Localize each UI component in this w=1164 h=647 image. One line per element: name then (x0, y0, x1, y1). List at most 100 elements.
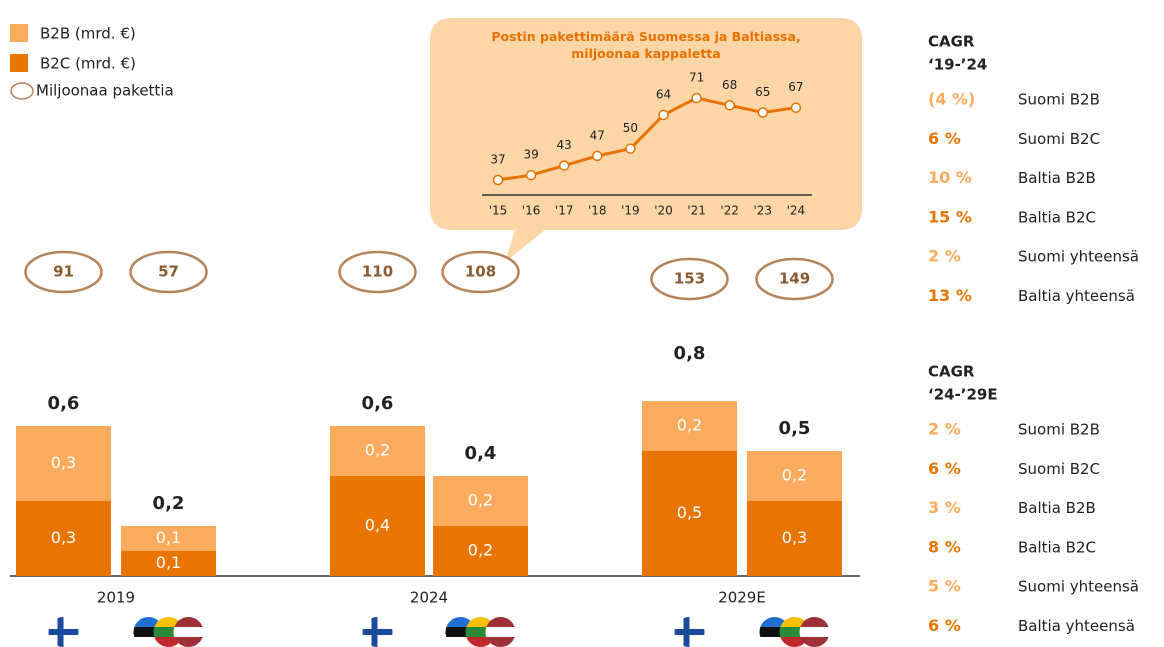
x-tick-label: '22 (720, 204, 739, 218)
flag-stripe (759, 637, 790, 647)
flag-cross (371, 617, 378, 647)
cagr-label: Baltia B2B (1018, 169, 1096, 187)
flag-stripe (759, 617, 790, 627)
segment-label: 0,5 (677, 503, 702, 522)
flag-stripe (799, 617, 830, 627)
point-label: 65 (755, 85, 770, 99)
group-label: 2019 (97, 589, 135, 607)
flag-stripe (445, 617, 476, 627)
cagr-label: Suomi yhteensä (1018, 248, 1139, 266)
legend-swatch (10, 24, 28, 42)
package-label: 110 (362, 263, 393, 281)
package-ellipse (338, 250, 417, 294)
point-label: 50 (623, 121, 638, 135)
point (691, 92, 702, 104)
point-label: 43 (557, 138, 572, 152)
x-tick-label: '23 (754, 204, 773, 218)
cagr-label: Baltia B2B (1018, 499, 1096, 517)
segment-label: 0,3 (782, 528, 807, 547)
flag-stripe (465, 637, 496, 647)
flag-cross (683, 617, 690, 647)
point-label: 67 (788, 80, 803, 94)
package-label: 149 (779, 270, 810, 288)
bar-segment (16, 426, 111, 501)
point-label: 37 (490, 153, 505, 167)
cagr-value: 2 % (928, 420, 961, 439)
point-label: 47 (590, 128, 605, 142)
flag-stripe (173, 627, 204, 637)
point (757, 107, 769, 118)
flag-stripe (153, 627, 184, 637)
segment-label: 0,1 (156, 528, 181, 547)
point (592, 150, 603, 162)
line (497, 96, 797, 182)
flag-stripe (445, 637, 476, 647)
flag-baltic (759, 617, 790, 647)
legend-label: Miljoonaa pakettia (36, 82, 174, 100)
bar-segment (747, 451, 842, 501)
package-ellipse (650, 257, 729, 301)
flag-stripe (153, 637, 184, 647)
inset-bubble (430, 18, 862, 262)
flag-baltic (133, 617, 164, 647)
flag-stripe (485, 627, 516, 637)
point (525, 169, 537, 181)
segment-label: 0,2 (782, 466, 807, 485)
group-label: 2029E (718, 589, 766, 607)
cagr-value: 10 % (928, 168, 972, 187)
flag-stripe (173, 637, 204, 647)
flag-stripe (759, 627, 790, 637)
flag-stripe (485, 617, 516, 627)
point (492, 174, 504, 186)
x-tick-label: '19 (621, 204, 640, 218)
bar-segment (433, 526, 528, 576)
segment-label: 0,2 (365, 441, 390, 460)
segment-label: 0,3 (51, 453, 76, 472)
cagr-label: Suomi B2C (1018, 460, 1100, 478)
package-ellipse (441, 250, 520, 294)
cagr-header: ‘24-’29E (928, 386, 998, 404)
point-label: 68 (722, 78, 737, 92)
bar-segment (642, 401, 737, 451)
legend-swatch (10, 54, 28, 72)
package-ellipse (755, 257, 834, 301)
total-label: 0,6 (48, 393, 80, 414)
cagr-label: Suomi yhteensä (1018, 578, 1139, 596)
flag-stripe (779, 627, 810, 637)
point (724, 100, 735, 111)
total-label: 0,2 (153, 493, 185, 514)
flag-stripe (799, 637, 830, 647)
flag-stripe (779, 617, 810, 627)
group-label: 2024 (410, 589, 448, 607)
cagr-label: Baltia B2C (1018, 538, 1096, 556)
segment-label: 0,2 (468, 491, 493, 510)
cagr-label: Suomi B2C (1018, 130, 1100, 148)
cagr-header: ‘19-’24 (928, 56, 987, 74)
flag-baltic (153, 617, 184, 647)
flag-cross (57, 617, 64, 647)
flag-baltic (779, 617, 810, 647)
point (790, 102, 802, 113)
segment-label: 0,3 (51, 528, 76, 547)
inset-title: Postin pakettimäärä Suomessa ja Baltiass… (491, 29, 801, 61)
total-label: 0,8 (674, 343, 706, 364)
bar-segment (121, 526, 216, 551)
bar-segment (747, 501, 842, 576)
segment-label: 0,2 (468, 541, 493, 560)
flag-baltic (485, 617, 516, 647)
point (625, 143, 636, 154)
segment-label: 0,1 (156, 553, 181, 572)
flags (48, 617, 830, 647)
total-label: 0,5 (779, 418, 811, 439)
cagr-label: Suomi B2B (1018, 91, 1100, 109)
flag-fi (48, 617, 79, 647)
flag-stripe (153, 617, 184, 627)
x-tick-label: '20 (654, 204, 673, 218)
bar-segment (121, 551, 216, 576)
point (558, 160, 570, 171)
flag-stripe (133, 627, 164, 637)
cagr-value: 13 % (928, 286, 972, 305)
bar-segment (330, 426, 425, 476)
